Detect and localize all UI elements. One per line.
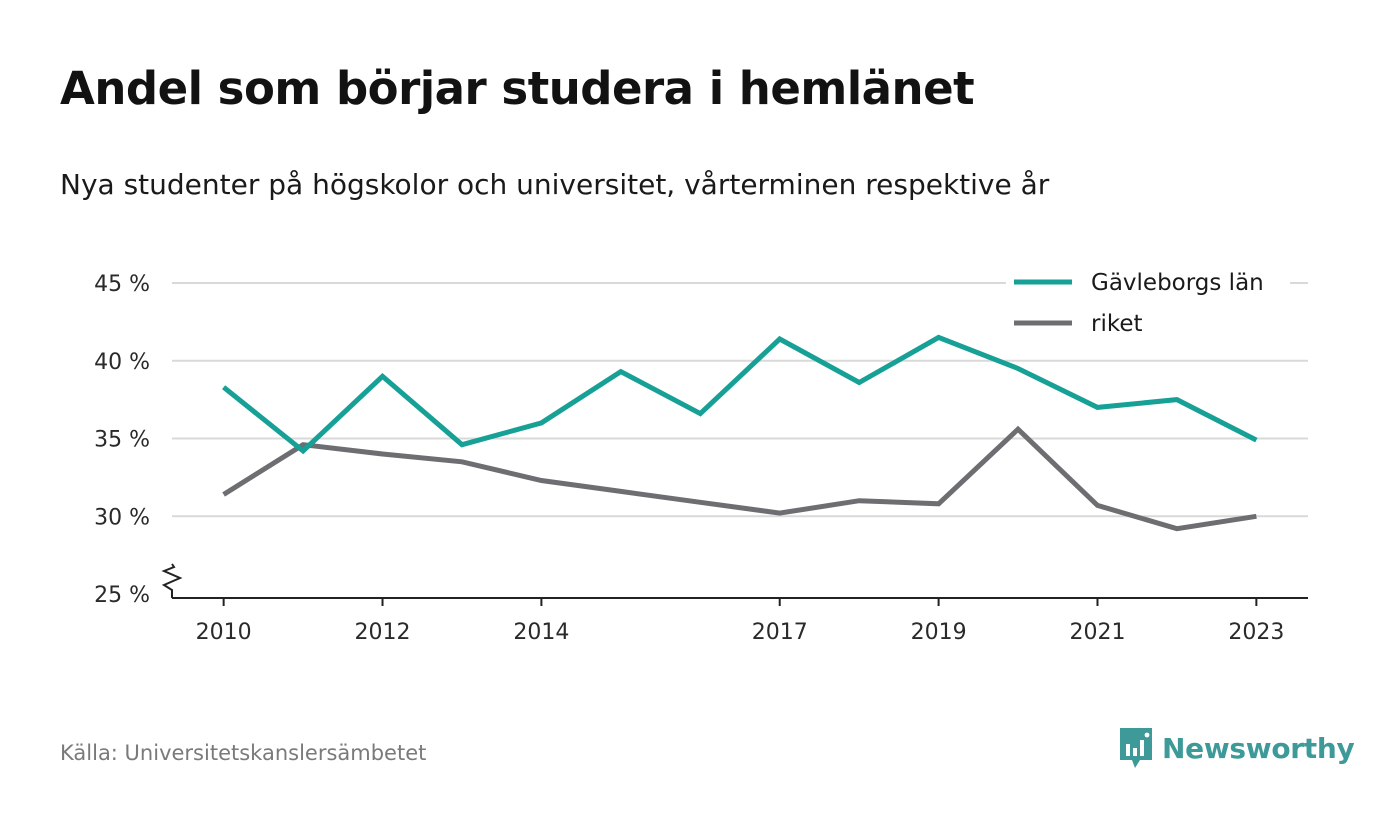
x-tick-label: 2019 — [911, 620, 967, 645]
series-line-riket — [222, 425, 1257, 532]
x-tick-label: 2023 — [1228, 620, 1284, 645]
legend-label: Gävleborgs län — [1091, 270, 1264, 296]
brand-logo: Newsworthy — [1118, 726, 1355, 770]
series-lines — [222, 334, 1258, 532]
legend: Gävleborgs län riket — [1006, 262, 1290, 342]
legend-background — [1006, 262, 1290, 342]
source-note: Källa: Universitetskanslersämbetet — [60, 741, 427, 765]
y-tick-label: 25 % — [94, 583, 150, 608]
legend-label: riket — [1091, 311, 1143, 337]
x-tick-label: 2014 — [513, 620, 569, 645]
x-tick-label: 2010 — [196, 620, 252, 645]
newsworthy-logo-icon — [1120, 728, 1152, 768]
series-line-gavleborg — [222, 334, 1258, 455]
axes: 25 % 30 % 35 % 40 % 45 % 2010 2012 2014 2017 2019… — [94, 272, 1308, 645]
y-tick-label: 30 % — [94, 505, 150, 530]
line-chart: 25 % 30 % 35 % 40 % 45 % 2010 2012 2014 2017 2019… — [94, 262, 1308, 645]
chart-title: Andel som börjar studera i hemlänet — [60, 62, 975, 115]
x-tick-label: 2017 — [752, 620, 808, 645]
axis-break-icon — [161, 563, 183, 598]
x-tick-label: 2021 — [1069, 620, 1125, 645]
y-tick-label: 45 % — [94, 272, 150, 297]
brand-name: Newsworthy — [1162, 731, 1355, 765]
y-tick-label: 40 % — [94, 350, 150, 375]
chart-subtitle: Nya studenter på högskolor och universit… — [60, 168, 1050, 201]
y-tick-label: 35 % — [94, 428, 150, 453]
x-tick-label: 2012 — [355, 620, 411, 645]
